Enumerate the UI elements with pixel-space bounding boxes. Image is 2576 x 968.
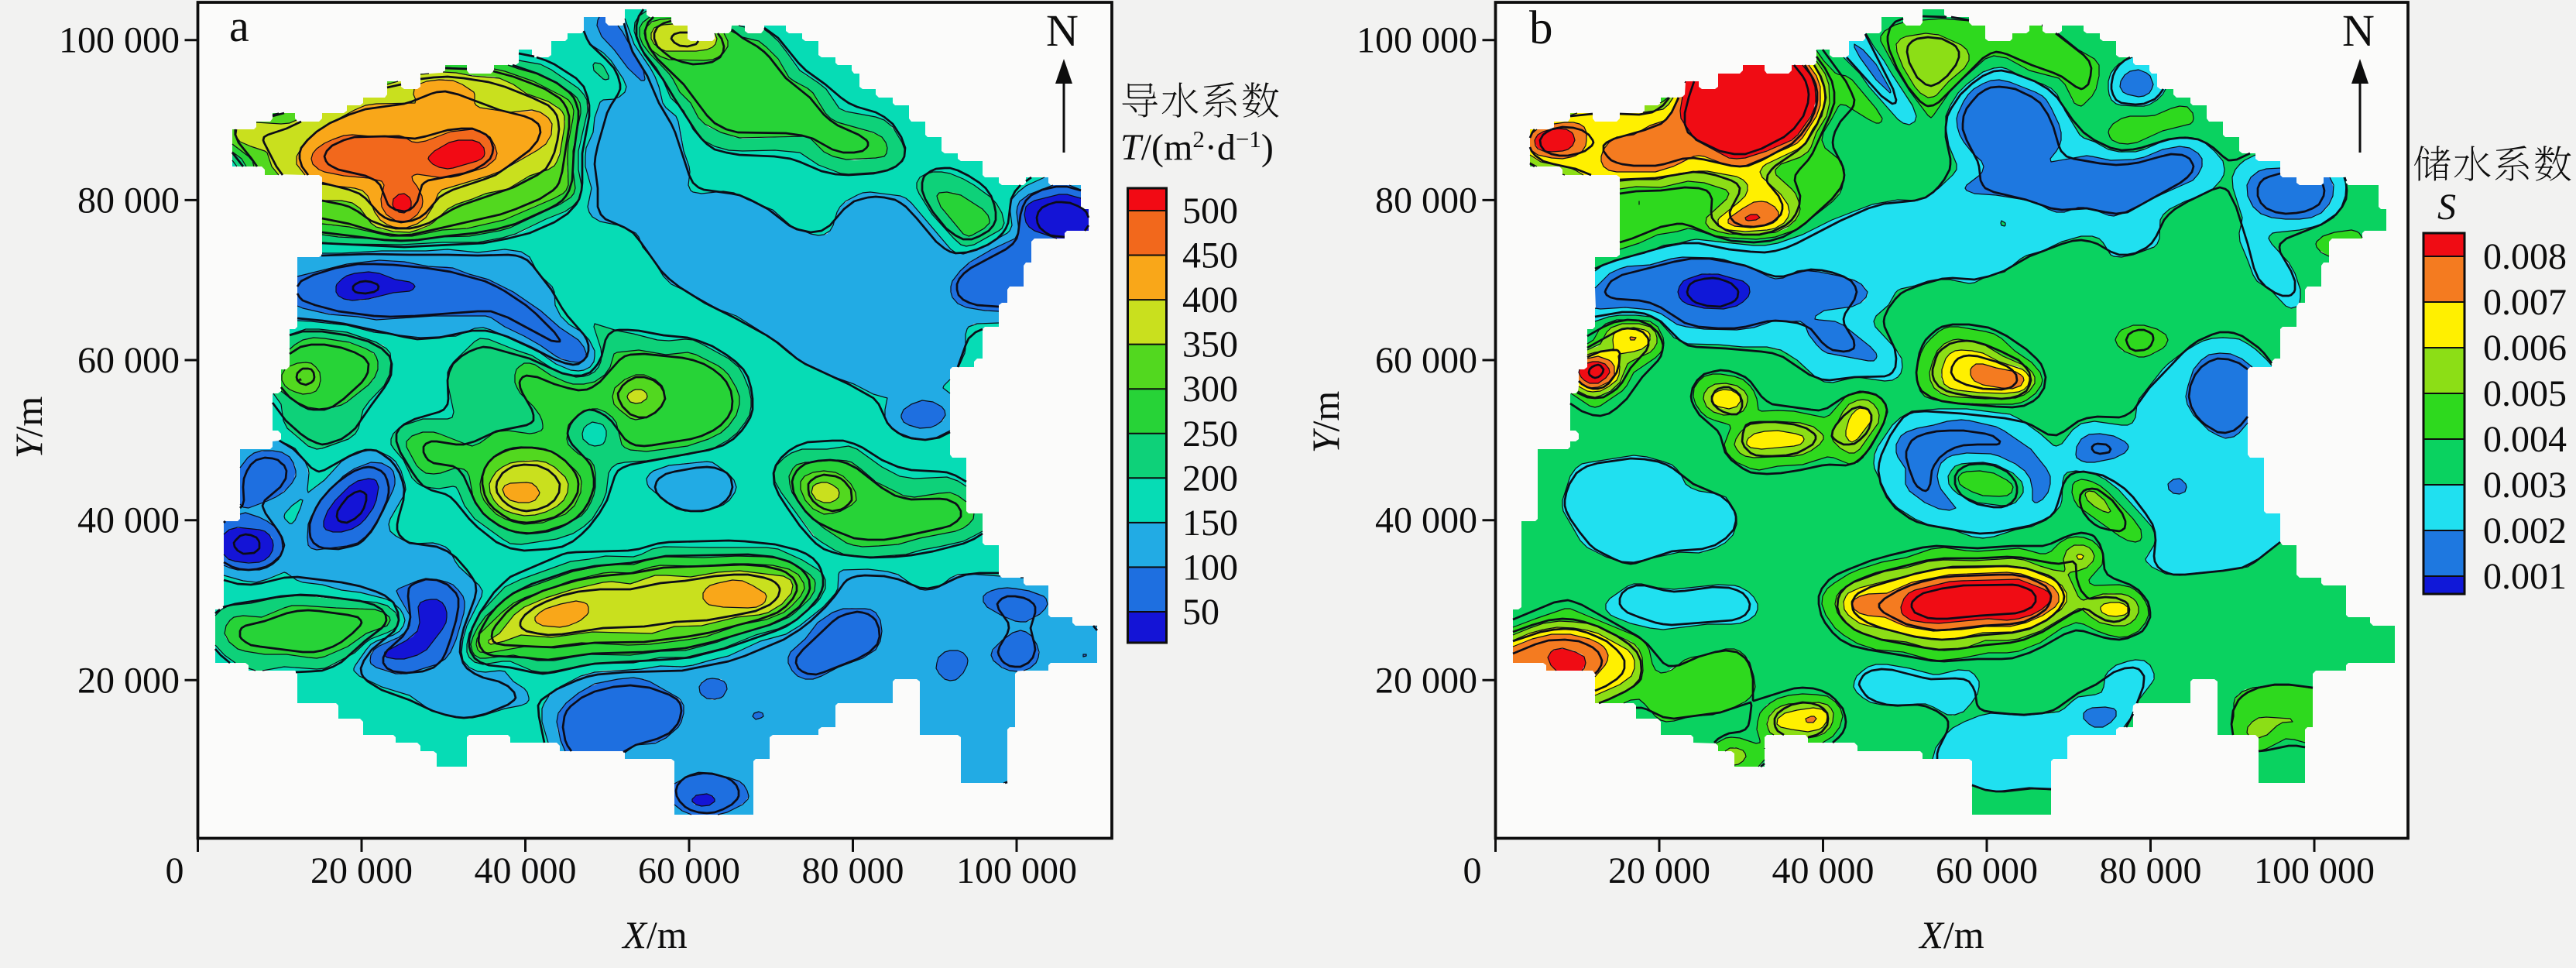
svg-text:Y/m: Y/m [1304,391,1347,454]
svg-text:20 000: 20 000 [77,660,180,701]
svg-text:60 000: 60 000 [1375,340,1477,381]
svg-text:100: 100 [1182,547,1238,588]
svg-text:400: 400 [1182,280,1238,321]
svg-text:0.007: 0.007 [2483,282,2567,323]
svg-text:40 000: 40 000 [475,850,577,891]
svg-text:150: 150 [1182,503,1238,544]
svg-text:100 000: 100 000 [59,20,180,61]
svg-text:0.001: 0.001 [2483,556,2567,597]
svg-text:20 000: 20 000 [1375,660,1477,701]
svg-text:80 000: 80 000 [77,180,180,221]
svg-text:0.004: 0.004 [2483,419,2567,460]
svg-text:450: 450 [1182,235,1238,276]
svg-text:0.002: 0.002 [2483,510,2567,551]
svg-text:50: 50 [1182,592,1219,633]
svg-text:0.005: 0.005 [2483,373,2567,414]
svg-text:40 000: 40 000 [1375,500,1477,541]
svg-text:0.006: 0.006 [2483,328,2567,369]
svg-text:350: 350 [1182,324,1238,366]
svg-text:100 000: 100 000 [2254,850,2375,891]
svg-text:a: a [229,1,249,51]
svg-text:0: 0 [166,850,184,891]
svg-text:Y/m: Y/m [7,396,50,459]
svg-text:200: 200 [1182,458,1238,499]
svg-text:b: b [1529,2,1553,54]
svg-text:40 000: 40 000 [77,500,180,541]
svg-text:40 000: 40 000 [1772,850,1875,891]
svg-text:80 000: 80 000 [802,850,904,891]
svg-text:250: 250 [1182,414,1238,455]
svg-text:N: N [1046,5,1079,56]
svg-text:0: 0 [1463,850,1482,891]
svg-text:100 000: 100 000 [1357,20,1477,61]
svg-text:100 000: 100 000 [956,850,1077,891]
svg-text:T/(m2·d−1): T/(m2·d−1) [1120,125,1274,168]
svg-text:60 000: 60 000 [77,340,180,381]
svg-text:60 000: 60 000 [638,850,740,891]
svg-text:80 000: 80 000 [1375,180,1477,221]
svg-text:300: 300 [1182,369,1238,410]
svg-text:S: S [2437,187,2456,228]
svg-text:X/m: X/m [621,913,687,956]
svg-text:20 000: 20 000 [1608,850,1710,891]
svg-text:80 000: 80 000 [2100,850,2202,891]
svg-text:N: N [2342,5,2375,56]
svg-text:0.003: 0.003 [2483,465,2567,506]
svg-text:20 000: 20 000 [310,850,413,891]
svg-text:500: 500 [1182,191,1238,232]
svg-text:X/m: X/m [1918,913,1984,956]
svg-text:0.008: 0.008 [2483,236,2567,277]
svg-text:60 000: 60 000 [1936,850,2038,891]
